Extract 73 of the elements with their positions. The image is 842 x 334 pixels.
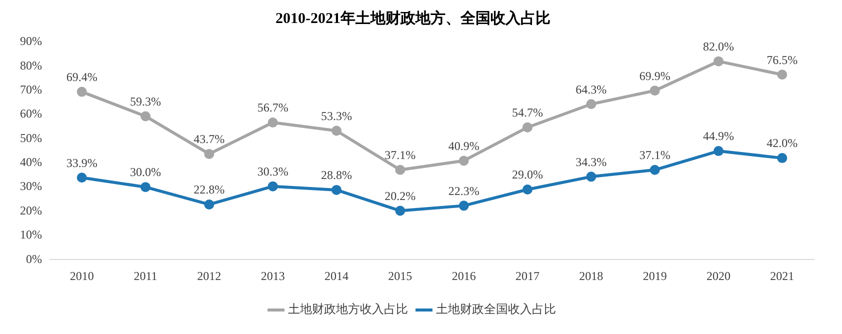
data-label: 69.4% bbox=[66, 70, 98, 84]
point bbox=[522, 184, 532, 194]
x-tick-label: 2012 bbox=[197, 268, 222, 283]
data-label: 44.9% bbox=[703, 129, 734, 144]
point bbox=[714, 146, 724, 156]
data-label: 29.0% bbox=[512, 168, 543, 182]
y-tick-label: 90% bbox=[20, 34, 42, 48]
y-tick-label: 20% bbox=[20, 203, 42, 218]
data-label: 42.0% bbox=[766, 136, 798, 150]
data-label: 82.0% bbox=[703, 40, 734, 54]
y-tick-label: 40% bbox=[20, 155, 42, 170]
data-label: 28.8% bbox=[321, 168, 352, 182]
point bbox=[714, 56, 724, 66]
x-tick-label: 2016 bbox=[452, 268, 476, 283]
point bbox=[586, 99, 596, 110]
data-label: 53.3% bbox=[321, 108, 352, 123]
x-tick-label: 2020 bbox=[706, 268, 730, 283]
point bbox=[204, 148, 214, 159]
point bbox=[650, 164, 660, 175]
point bbox=[332, 184, 342, 195]
point bbox=[140, 182, 150, 192]
point bbox=[458, 200, 469, 211]
y-tick-label: 0% bbox=[26, 252, 42, 266]
point bbox=[76, 86, 87, 97]
point bbox=[777, 153, 788, 164]
legend-label: 土地财政全国收入占比 bbox=[436, 302, 556, 316]
data-label: 33.9% bbox=[66, 156, 98, 170]
data-label: 30.3% bbox=[257, 164, 288, 178]
data-label: 37.1% bbox=[384, 148, 416, 162]
x-tick-label: 2021 bbox=[770, 268, 794, 283]
y-tick-label: 50% bbox=[20, 130, 42, 145]
data-label: 64.3% bbox=[576, 82, 607, 96]
data-label: 69.9% bbox=[639, 68, 670, 83]
point bbox=[268, 118, 278, 128]
y-tick-label: 10% bbox=[20, 228, 42, 242]
data-label: 76.5% bbox=[766, 52, 798, 67]
point bbox=[586, 172, 596, 182]
data-label: 54.7% bbox=[512, 106, 543, 120]
point bbox=[332, 126, 342, 136]
point bbox=[76, 172, 87, 183]
x-tick-label: 2014 bbox=[324, 268, 348, 283]
x-tick-label: 2017 bbox=[516, 268, 540, 283]
point bbox=[140, 111, 150, 122]
data-label: 40.9% bbox=[448, 138, 480, 153]
y-tick-label: 60% bbox=[20, 106, 42, 121]
point bbox=[650, 86, 660, 96]
x-tick-label: 2015 bbox=[388, 268, 412, 283]
y-tick-label: 80% bbox=[20, 58, 42, 72]
x-tick-label: 2013 bbox=[260, 268, 285, 283]
data-label: 43.7% bbox=[194, 132, 225, 146]
point bbox=[777, 70, 788, 80]
data-label: 34.3% bbox=[576, 154, 607, 169]
x-tick-label: 2011 bbox=[134, 268, 158, 283]
data-label: 22.3% bbox=[448, 184, 480, 198]
data-label: 37.1% bbox=[639, 148, 670, 162]
point bbox=[204, 199, 214, 210]
data-label: 30.0% bbox=[130, 165, 161, 180]
data-label: 20.2% bbox=[384, 188, 416, 203]
x-tick-label: 2018 bbox=[579, 268, 604, 283]
data-label: 56.7% bbox=[257, 100, 288, 115]
point bbox=[268, 181, 278, 192]
point bbox=[395, 206, 406, 216]
x-tick-label: 2019 bbox=[642, 268, 667, 283]
point bbox=[522, 122, 532, 132]
y-tick-label: 70% bbox=[20, 82, 42, 97]
x-tick-label: 2010 bbox=[70, 268, 94, 283]
y-tick-label: 30% bbox=[20, 179, 42, 194]
chart-title: 2010-2021年土地财政地方、全国收入占比 bbox=[276, 8, 550, 27]
data-label: 59.3% bbox=[130, 94, 161, 108]
point bbox=[458, 156, 469, 166]
data-label: 22.8% bbox=[194, 182, 225, 197]
legend-label: 土地财政地方收入占比 bbox=[288, 302, 408, 316]
point bbox=[395, 164, 406, 175]
